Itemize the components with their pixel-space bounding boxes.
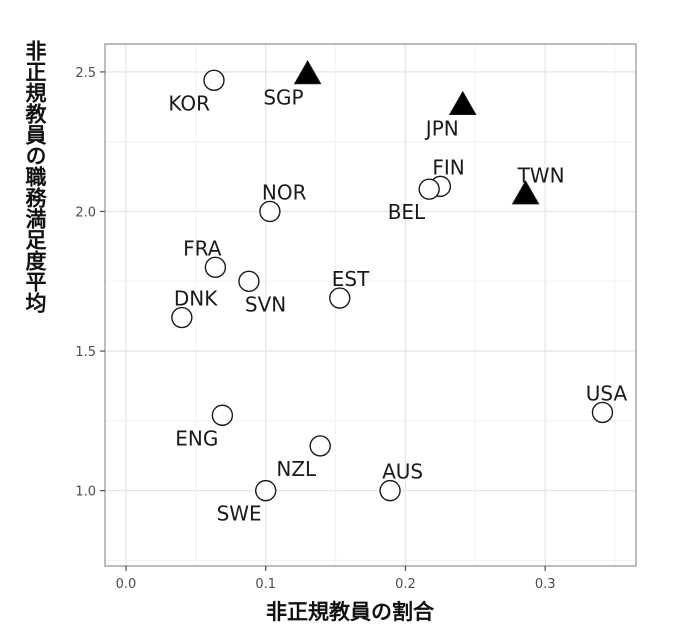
point-aus-circle-marker [379, 479, 401, 502]
point-svn-label: SVN [245, 292, 286, 316]
grid-layer [105, 44, 636, 566]
point-jpn-triangle-marker [448, 90, 477, 116]
x-tick-label: 0.3 [535, 577, 556, 592]
point-bel-label: BEL [388, 200, 426, 224]
point-swe-label: SWE [217, 502, 262, 526]
data-points [171, 60, 614, 502]
point-fra-circle-marker [204, 256, 227, 279]
point-svn-circle-marker [238, 270, 260, 292]
x-tick-label: 0.1 [255, 577, 276, 592]
point-jpn-label: JPN [424, 116, 459, 140]
x-tick-label: 0.0 [116, 577, 137, 592]
point-nor-circle-marker [259, 200, 281, 223]
point-usa-label: USA [586, 381, 628, 405]
point-sgp-label: SGP [263, 86, 303, 110]
point-sgp-triangle-marker [293, 60, 322, 85]
point-twn-triangle-marker [511, 180, 540, 205]
point-eng-label: ENG [175, 426, 218, 450]
point-nor-label: NOR [262, 180, 307, 204]
point-twn-label: TWN [517, 164, 565, 188]
point-kor-label: KOR [168, 91, 210, 115]
point-est-label: EST [332, 267, 370, 291]
point-dnk-circle-marker [171, 306, 193, 329]
x-tick-label: 0.2 [395, 577, 416, 592]
axis-ticks: 0.0 0.1 0.2 0.3 1.0 1.5 2.0 2.5 [75, 66, 555, 592]
point-bel-circle-marker [418, 178, 440, 200]
point-est-circle-marker [329, 287, 351, 309]
y-tick-label: 1.5 [75, 345, 96, 360]
point-aus-label: AUS [382, 460, 423, 484]
point-fra-label: FRA [183, 236, 222, 260]
point-usa-circle-marker [591, 401, 614, 424]
x-axis-title: 非正規教員の割合 [266, 600, 434, 624]
point-dnk-label: DNK [174, 287, 218, 311]
y-tick-label: 2.0 [75, 205, 96, 220]
point-fin-label: FIN [432, 155, 464, 179]
point-nzl-circle-marker [309, 435, 331, 457]
point-kor-circle-marker [203, 69, 225, 91]
y-axis-title: 非正規教員の職務満足度平均 [23, 40, 47, 313]
point-swe-circle-marker [254, 479, 277, 502]
y-tick-label: 1.0 [75, 485, 96, 500]
point-nzl-label: NZL [276, 457, 317, 481]
y-tick-label: 2.5 [75, 66, 96, 81]
point-eng-circle-marker [211, 404, 234, 426]
plot-panel-border [104, 43, 637, 567]
